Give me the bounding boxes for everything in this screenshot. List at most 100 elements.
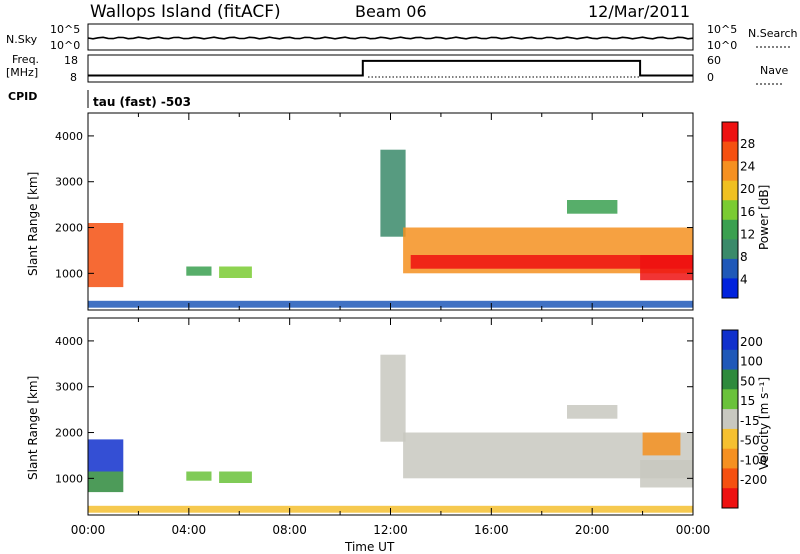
velocity-colorbar-tick-4: -15 (740, 414, 760, 428)
scatter-region-7 (567, 200, 618, 214)
scatter-region-1 (88, 471, 124, 493)
freq-panel-frame (87, 54, 694, 83)
velocity-colorbar-swatch-6 (722, 448, 738, 469)
cpid-panel: CPID tau (fast) -503 (8, 90, 191, 109)
x-tick-label-4: 16:00 (474, 523, 509, 537)
power-colorbar-swatch-5 (722, 219, 738, 240)
noise-left-label: N.Sky (6, 33, 38, 46)
cpid-value: tau (fast) -503 (93, 95, 191, 109)
scatter-region-0 (88, 223, 124, 288)
noise-left-tick-top: 10^5 (50, 23, 80, 36)
y-tick-label-3: 4000 (55, 335, 83, 348)
power-colorbar-tick-1: 24 (740, 160, 755, 174)
power-colorbar-tick-2: 20 (740, 182, 755, 196)
velocity-colorbar: 200 100 50 15 -15 -50 -100 -200 (721, 329, 767, 509)
freq-series (88, 59, 693, 77)
nave-label: Nave (760, 64, 788, 77)
noise-sky-series (87, 36, 694, 40)
velocity-colorbar-swatch-7 (722, 468, 738, 489)
velocity-colorbar-swatch-0 (722, 330, 738, 351)
noise-right-tick-bottom: 10^0 (707, 39, 737, 52)
freq-label-line2: [MHz] (6, 66, 38, 79)
station-title: Wallops Island (fitACF) (90, 2, 281, 22)
power-colorbar-swatch-3 (722, 180, 738, 201)
noise-right-tick-top: 10^5 (707, 23, 737, 36)
nave-right-tick-bottom: 0 (707, 71, 714, 84)
velocity-colorbar-label: Velocity [m s⁻¹] (757, 377, 771, 470)
time-axis-label: Time UT (344, 540, 395, 554)
freq-left-tick-bottom: 8 (70, 71, 77, 84)
power-colorbar-swatch-6 (722, 239, 738, 260)
noise-panel-frame (87, 23, 694, 51)
y-tick-label-3: 4000 (55, 130, 83, 143)
scatter-region-2 (219, 266, 252, 278)
velocity-heatmap-panel: 1000 2000 3000 4000 Slant Range [km] (26, 317, 694, 516)
nave-right-tick-top: 60 (707, 54, 721, 67)
power-colorbar-swatch-1 (722, 141, 738, 162)
velocity-colorbar-tick-5: -50 (740, 434, 760, 448)
power-colorbar-swatch-0 (722, 122, 738, 143)
scatter-region-8 (567, 405, 618, 419)
x-tick-label-1: 04:00 (172, 523, 207, 537)
velocity-colorbar-swatch-5 (722, 428, 738, 450)
power-colorbar: 28 24 20 16 12 8 4 (721, 121, 755, 299)
power-colorbar-tick-4: 12 (740, 227, 755, 241)
velocity-colorbar-swatch-3 (722, 389, 738, 410)
velocity-colorbar-tick-7: -200 (740, 473, 767, 487)
x-tick-label-3: 12:00 (373, 523, 408, 537)
velocity-ylabel: Slant Range [km] (26, 376, 40, 480)
scatter-region-2 (186, 471, 212, 481)
power-axis-ticks: 1000 2000 3000 4000 (55, 113, 694, 310)
cpid-label: CPID (8, 90, 37, 103)
power-colorbar-label: Power [dB] (757, 185, 771, 250)
velocity-colorbar-tick-6: -100 (740, 453, 767, 467)
y-tick-label-2: 3000 (55, 176, 83, 189)
velocity-colorbar-swatch-1 (722, 349, 738, 371)
noise-right-label: N.Search (748, 27, 798, 40)
power-colorbar-frame (721, 121, 739, 299)
scatter-region-5 (410, 255, 693, 269)
scatter-region-1 (186, 266, 212, 276)
x-tick-label-0: 00:00 (71, 523, 106, 537)
velocity-colorbar-tick-0: 200 (740, 335, 763, 349)
y-tick-label-2: 3000 (55, 381, 83, 394)
velocity-colorbar-frame (721, 329, 739, 509)
scatter-region-3 (380, 149, 406, 237)
power-colorbar-tick-3: 16 (740, 205, 755, 219)
scatter-region-7 (642, 432, 681, 456)
power-heatmap-panel: 1000 2000 3000 4000 Slant Range [km] (26, 112, 694, 311)
power-colorbar-swatch-4 (722, 200, 738, 221)
y-tick-label-1: 2000 (55, 427, 83, 440)
scatter-region-3 (219, 471, 252, 483)
y-tick-label-0: 1000 (55, 472, 83, 485)
velocity-colorbar-tick-3: 15 (740, 394, 755, 408)
x-tick-label-2: 08:00 (272, 523, 307, 537)
noise-panel: N.Sky N.Search 10^5 10^0 10^5 10^0 (6, 23, 798, 52)
velocity-colorbar-swatch-4 (722, 409, 738, 430)
power-colorbar-tick-6: 4 (740, 273, 748, 287)
scatter-region-6 (640, 255, 693, 281)
scatter-region-6 (640, 460, 693, 488)
power-colorbar-swatch-7 (722, 258, 738, 279)
velocity-heatmap-marks (88, 354, 693, 513)
freq-panel: Freq. [MHz] Nave 18 8 60 0 (6, 53, 788, 85)
velocity-colorbar-swatch-2 (722, 369, 738, 390)
power-colorbar-swatch-8 (722, 278, 738, 299)
velocity-colorbar-swatch-8 (722, 488, 738, 509)
time-axis-ticks: 00:00 04:00 08:00 12:00 16:00 20:00 00:00 (71, 523, 711, 537)
freq-left-tick-top: 18 (64, 54, 78, 67)
velocity-colorbar-tick-2: 50 (740, 374, 755, 388)
y-tick-label-0: 1000 (55, 267, 83, 280)
noise-left-tick-bottom: 10^0 (50, 39, 80, 52)
y-tick-label-1: 2000 (55, 222, 83, 235)
scatter-region-4 (380, 354, 406, 442)
power-ylabel: Slant Range [km] (26, 172, 40, 276)
date-title: 12/Mar/2011 (588, 2, 690, 21)
x-tick-label-5: 20:00 (575, 523, 610, 537)
power-colorbar-tick-0: 28 (740, 137, 755, 151)
scatter-region-0 (88, 439, 124, 472)
velocity-axis-ticks: 1000 2000 3000 4000 (55, 318, 694, 515)
x-tick-label-6: 00:00 (676, 523, 711, 537)
velocity-colorbar-tick-1: 100 (740, 355, 763, 369)
power-colorbar-tick-5: 8 (740, 250, 748, 264)
